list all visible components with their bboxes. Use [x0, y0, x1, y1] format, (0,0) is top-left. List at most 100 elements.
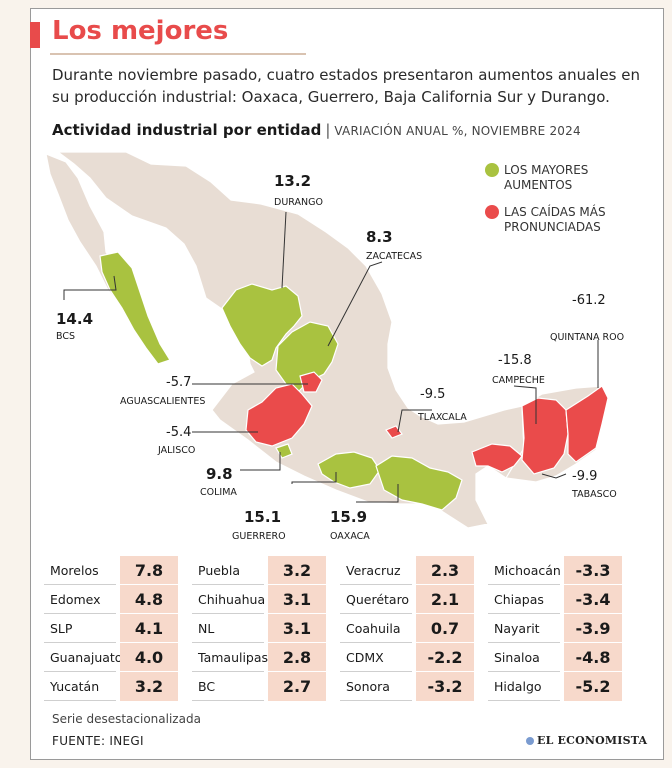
legend-increase-line2: AUMENTOS	[504, 178, 572, 192]
table-row: Edomex 4.8	[44, 585, 184, 614]
label-tabasco-value: -9.9	[572, 469, 597, 484]
label-zacatecas-name: ZACATECAS	[366, 251, 422, 262]
state-name: Chihuahua	[198, 592, 266, 607]
label-colima-name: COLIMA	[200, 487, 237, 498]
table-row: Coahuila 0.7	[340, 614, 480, 643]
row-rule	[488, 613, 560, 614]
label-tlaxcala-name: TLAXCALA	[417, 412, 467, 423]
state-name: SLP	[50, 621, 73, 636]
table-row: SLP 4.1	[44, 614, 184, 643]
value-separator	[564, 671, 622, 672]
value-separator	[416, 584, 474, 585]
table-column-2: Puebla 3.2 Chihuahua 3.1 NL 3.1 Tamaulipas 2…	[192, 556, 332, 701]
value-separator	[268, 642, 326, 643]
row-rule	[192, 671, 264, 672]
state-name: Coahuila	[346, 621, 401, 636]
state-value: -5.2	[564, 672, 622, 701]
table-row: Chihuahua 3.1	[192, 585, 332, 614]
value-separator	[268, 671, 326, 672]
state-value: -4.8	[564, 643, 622, 672]
state-value: 0.7	[416, 614, 474, 643]
title-underline	[50, 53, 306, 55]
state-value: -3.4	[564, 585, 622, 614]
label-oaxaca-name: OAXACA	[330, 531, 370, 542]
state-value: -3.9	[564, 614, 622, 643]
row-rule	[192, 584, 264, 585]
footnote: Serie desestacionalizada	[52, 712, 201, 726]
state-aguascalientes	[299, 371, 323, 393]
state-name: Veracruz	[346, 563, 401, 578]
label-bcs-name: BCS	[56, 331, 75, 342]
row-rule	[44, 584, 116, 585]
state-name: Tamaulipas	[198, 650, 269, 665]
state-value: 3.2	[120, 672, 178, 701]
leader-durango	[281, 211, 287, 289]
row-rule	[192, 613, 264, 614]
state-value: 3.2	[268, 556, 326, 585]
row-rule	[488, 642, 560, 643]
value-separator	[564, 613, 622, 614]
leader-zacatecas	[327, 261, 383, 347]
value-separator	[120, 642, 178, 643]
state-name: Edomex	[50, 592, 101, 607]
value-separator	[268, 613, 326, 614]
label-tabasco-name: TABASCO	[571, 489, 617, 500]
state-zacatecas	[275, 321, 339, 393]
row-rule	[488, 700, 560, 701]
state-name: Sinaloa	[494, 650, 540, 665]
table-row: Tamaulipas 2.8	[192, 643, 332, 672]
state-name: Sonora	[346, 679, 390, 694]
label-oaxaca-value: 15.9	[330, 508, 367, 526]
state-jalisco	[245, 383, 313, 447]
row-rule	[340, 642, 412, 643]
state-bcs	[99, 251, 171, 365]
row-rule	[488, 584, 560, 585]
table-row: Hidalgo -5.2	[488, 672, 628, 701]
label-jalisco-value: -5.4	[166, 425, 191, 440]
state-tlaxcala	[385, 425, 403, 439]
state-value: -3.2	[416, 672, 474, 701]
state-value: 4.8	[120, 585, 178, 614]
table-column-4: Michoacán -3.3 Chiapas -3.4 Nayarit -3.9 Si…	[488, 556, 628, 701]
leader-guerrero	[291, 472, 337, 484]
table-row: Sinaloa -4.8	[488, 643, 628, 672]
state-name: Puebla	[198, 563, 240, 578]
value-separator	[564, 584, 622, 585]
state-name: Michoacán	[494, 563, 561, 578]
leader-campeche	[513, 385, 537, 424]
table-row: NL 3.1	[192, 614, 332, 643]
label-colima-value: 9.8	[206, 465, 233, 483]
state-value: 3.1	[268, 585, 326, 614]
table-row: Chiapas -3.4	[488, 585, 628, 614]
label-campeche-name: CAMPECHE	[492, 375, 545, 386]
state-value: 2.8	[268, 643, 326, 672]
state-value: 2.1	[416, 585, 474, 614]
state-value: -2.2	[416, 643, 474, 672]
table-column-3: Veracruz 2.3 Querétaro 2.1 Coahuila 0.7 CDM…	[340, 556, 480, 701]
table-row: CDMX -2.2	[340, 643, 480, 672]
table-row: Veracruz 2.3	[340, 556, 480, 585]
state-guerrero	[317, 451, 381, 489]
table-row: Querétaro 2.1	[340, 585, 480, 614]
value-separator	[416, 642, 474, 643]
brand-name: EL ECONOMISTA	[537, 734, 648, 747]
chart-subheading: Actividad industrial por entidad | VARIACI…	[52, 120, 581, 139]
label-zacatecas-value: 8.3	[366, 228, 393, 246]
table-column-1: Morelos 7.8 Edomex 4.8 SLP 4.1 Guanajuato 4.…	[44, 556, 184, 701]
legend-decrease-swatch	[485, 205, 499, 219]
label-aguascalientes-value: -5.7	[166, 375, 191, 390]
state-campeche	[521, 397, 569, 475]
brand-logo: EL ECONOMISTA	[526, 734, 647, 747]
state-value: 4.1	[120, 614, 178, 643]
value-separator	[120, 613, 178, 614]
label-guerrero-name: GUERRERO	[232, 531, 286, 542]
row-rule	[44, 671, 116, 672]
table-row: Morelos 7.8	[44, 556, 184, 585]
row-rule	[340, 671, 412, 672]
table-row: Sonora -3.2	[340, 672, 480, 701]
value-separator	[120, 584, 178, 585]
state-name: Guanajuato	[50, 650, 123, 665]
state-value: 2.3	[416, 556, 474, 585]
table-row: BC 2.7	[192, 672, 332, 701]
state-tabasco	[471, 443, 523, 473]
